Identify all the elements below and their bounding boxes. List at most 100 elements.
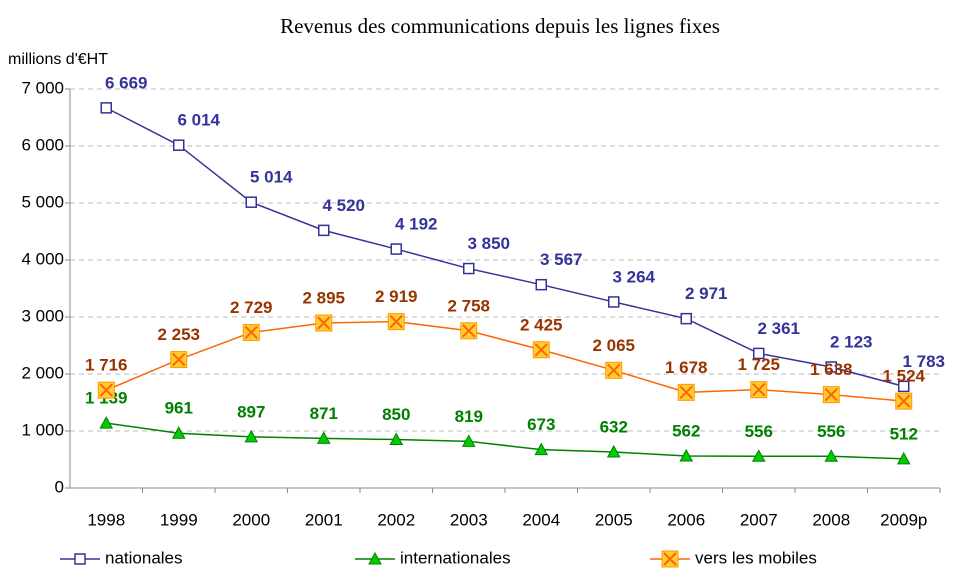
x-tick-label: 2006 [667,510,705,529]
data-label: 3 264 [612,267,655,286]
data-label: 850 [382,405,410,424]
data-label: 4 192 [395,215,438,234]
data-point [606,444,621,458]
data-label: 2 729 [230,298,273,317]
data-point [896,451,911,465]
series-line [106,422,904,460]
x-tick-label: 1999 [160,510,198,529]
series-line [105,107,904,388]
data-label: 2 895 [302,288,345,307]
data-point [463,262,475,275]
legend-marker [74,553,86,565]
data-point [99,416,114,429]
y-axis-label: millions d'€HT [8,51,108,68]
data-point [677,383,695,401]
y-tick-label: 1 000 [21,420,64,439]
data-point [534,442,549,456]
data-label: 1 783 [902,352,945,371]
x-tick-label: 2007 [740,510,778,529]
data-label: 2 123 [830,332,873,351]
data-label: 1 678 [665,358,708,377]
y-tick-label: 2 000 [21,363,64,382]
data-label: 2 253 [157,325,200,344]
x-tick-label: 2009p [880,510,927,529]
data-point [825,361,837,373]
data-point [535,278,547,291]
y-tick-label: 4 000 [21,249,64,268]
data-point [753,347,765,360]
data-label: 2 065 [592,336,635,355]
data-label: 2 971 [685,284,728,303]
data-point [171,426,186,439]
x-tick-label: 2000 [232,510,270,529]
data-point [242,323,260,341]
data-label: 4 520 [322,196,365,215]
data-label: 1 524 [882,367,925,386]
data-label: 2 758 [447,296,490,315]
data-label: 562 [672,421,700,440]
data-label: 1 716 [85,356,128,375]
data-label: 3 850 [467,234,510,253]
data-label: 1 638 [810,360,853,379]
data-point [751,449,766,462]
legend-label: internationales [400,548,511,567]
x-tick-label: 2005 [595,510,633,529]
data-point [389,432,404,446]
legend-marker [368,551,382,565]
legend-marker [661,550,679,568]
series-line [105,320,904,402]
data-point [170,351,188,369]
data-label: 556 [745,422,773,441]
data-point [605,361,623,379]
y-tick-label: 6 000 [21,135,64,154]
data-point [822,386,840,404]
data-label: 512 [890,424,918,443]
x-tick-label: 2008 [812,510,850,529]
y-tick-label: 3 000 [21,306,64,325]
data-label: 673 [527,415,555,434]
chart-title: Revenus des communications depuis les li… [280,14,720,38]
data-label: 2 425 [520,315,563,334]
data-point [97,381,115,399]
data-label: 6 669 [105,73,148,92]
data-label: 6 014 [177,111,220,130]
data-label: 871 [310,404,338,423]
data-label: 556 [817,422,845,441]
data-point [245,196,257,208]
data-label: 897 [237,402,265,421]
x-tick-label: 1998 [87,510,125,529]
data-point [608,296,620,308]
data-point [244,429,259,443]
data-point [173,139,185,151]
data-label: 632 [600,417,628,436]
data-point [460,322,478,340]
data-point [898,380,910,393]
data-label: 819 [455,407,483,426]
data-point [895,392,913,410]
data-point [100,102,112,114]
data-label: 2 361 [757,319,800,338]
x-tick-label: 2002 [377,510,415,529]
data-point [318,224,330,237]
data-point [532,341,550,359]
data-point [679,448,694,462]
data-point [390,243,402,255]
data-label: 3 567 [540,250,583,269]
data-point [824,449,839,462]
y-tick-label: 0 [55,477,64,496]
data-label: 2 919 [375,287,418,306]
data-point [461,434,476,447]
x-tick-label: 2004 [522,510,560,529]
y-tick-label: 5 000 [21,192,64,211]
data-point [315,314,333,332]
y-tick-label: 7 000 [21,78,64,97]
x-tick-label: 2003 [450,510,488,529]
data-point [316,431,331,444]
data-label: 961 [165,399,193,418]
legend-label: vers les mobiles [695,548,817,567]
x-tick-label: 2001 [305,510,343,529]
data-label: 1 725 [737,355,780,374]
data-point [750,381,768,399]
legend-label: nationales [105,548,183,567]
